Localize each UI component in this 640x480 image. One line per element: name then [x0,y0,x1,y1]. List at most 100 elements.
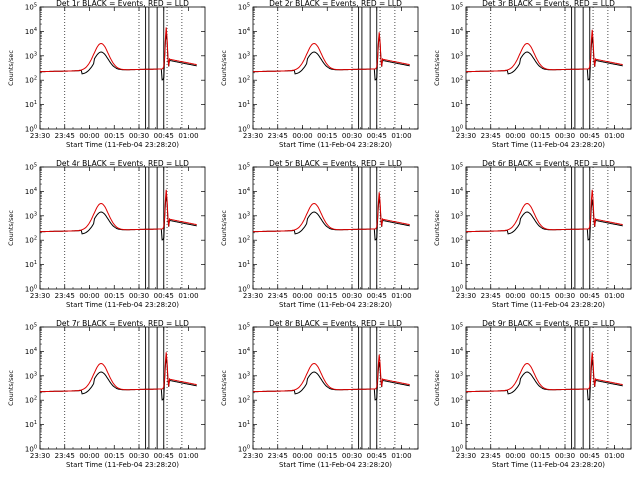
y-tick-label: 103 [451,51,463,60]
y-tick-label: 105 [238,3,250,12]
x-tick-label: 00:30 [555,132,575,140]
x-tick-label: 00:45 [580,132,600,140]
x-tick-label: 01:00 [604,452,624,460]
detector-panel: Det 6r BLACK = Events, RED = LLD 100 101 10… [426,159,639,320]
y-tick-label: 101 [25,260,37,269]
y-tick-label: 100 [238,125,250,134]
detector-chart: Det 6r BLACK = Events, RED = LLD 100 101 10… [433,159,632,309]
chart-title: Det 2r BLACK = Events, RED = LLD [269,0,402,8]
x-tick-label: 23:45 [481,132,501,140]
y-tick-label: 102 [451,76,463,85]
y-tick-label: 101 [238,260,250,269]
y-tick-label: 102 [451,396,463,405]
x-axis-label: Start Time (11-Feb-04 23:28:20) [492,301,605,309]
y-tick-label: 101 [451,420,463,429]
x-tick-label: 00:15 [104,452,124,460]
y-tick-label: 104 [238,187,250,196]
x-tick-label: 00:30 [555,292,575,300]
detector-chart: Det 9r BLACK = Events, RED = LLD 100 101 10… [433,319,632,469]
x-tick-label: 23:45 [268,452,288,460]
x-tick-label: 23:30 [30,452,50,460]
y-tick-label: 100 [238,445,250,454]
y-tick-label: 100 [451,445,463,454]
lld-series-line [465,29,623,73]
y-tick-label: 103 [451,211,463,220]
x-tick-label: 00:15 [317,292,337,300]
x-tick-label: 00:00 [505,132,525,140]
x-tick-label: 01:00 [604,292,624,300]
y-tick-label: 104 [451,347,463,356]
x-tick-label: 23:45 [481,452,501,460]
y-tick-label: 105 [451,3,463,12]
y-tick-label: 100 [451,285,463,294]
y-axis-label: Counts/sec [433,370,441,406]
x-tick-label: 00:00 [79,132,99,140]
y-tick-label: 103 [25,211,37,220]
x-tick-label: 00:45 [154,132,174,140]
x-axis-label: Start Time (11-Feb-04 23:28:20) [279,461,392,469]
y-axis-label: Counts/sec [220,50,228,86]
detector-panel: Det 7r BLACK = Events, RED = LLD 100 101 10… [0,319,213,480]
x-tick-label: 23:45 [268,292,288,300]
y-tick-label: 102 [451,236,463,245]
x-tick-label: 00:30 [129,292,149,300]
detector-chart: Det 8r BLACK = Events, RED = LLD 100 101 10… [220,319,419,469]
x-tick-label: 00:00 [292,132,312,140]
y-tick-label: 102 [25,236,37,245]
x-tick-label: 00:45 [154,452,174,460]
detector-panel: Det 4r BLACK = Events, RED = LLD 100 101 10… [0,159,213,320]
y-tick-label: 100 [451,125,463,134]
x-axis-label: Start Time (11-Feb-04 23:28:20) [66,141,179,149]
x-tick-label: 00:00 [79,292,99,300]
x-tick-label: 23:30 [243,452,263,460]
x-tick-label: 00:00 [292,452,312,460]
x-tick-label: 00:00 [292,292,312,300]
detector-panel: Det 2r BLACK = Events, RED = LLD 100 101 10… [213,0,426,160]
y-tick-label: 104 [238,347,250,356]
y-axis-label: Counts/sec [7,50,15,86]
y-tick-label: 101 [451,100,463,109]
lld-series-line [39,27,197,73]
x-axis-label: Start Time (11-Feb-04 23:28:20) [279,301,392,309]
y-tick-label: 102 [238,396,250,405]
y-axis-label: Counts/sec [7,370,15,406]
x-tick-label: 00:15 [104,292,124,300]
x-tick-label: 00:30 [342,132,362,140]
y-tick-label: 102 [238,76,250,85]
x-axis-label: Start Time (11-Feb-04 23:28:20) [66,301,179,309]
x-tick-label: 00:30 [342,452,362,460]
y-tick-label: 104 [25,347,37,356]
y-tick-label: 103 [238,371,250,380]
events-series-line [252,361,410,401]
x-tick-label: 00:30 [129,452,149,460]
chart-title: Det 4r BLACK = Events, RED = LLD [56,159,189,168]
x-tick-label: 00:00 [79,452,99,460]
y-tick-label: 103 [25,371,37,380]
x-tick-label: 23:30 [243,132,263,140]
x-tick-label: 01:00 [391,452,411,460]
y-tick-label: 105 [25,163,37,172]
y-axis-label: Counts/sec [433,210,441,246]
y-tick-label: 105 [25,323,37,332]
x-tick-label: 01:00 [604,132,624,140]
y-tick-label: 105 [451,323,463,332]
detector-chart: Det 5r BLACK = Events, RED = LLD 100 101 10… [220,159,419,309]
y-tick-label: 104 [451,187,463,196]
detector-panel: Det 1r BLACK = Events, RED = LLD 100 101 10… [0,0,213,160]
x-tick-label: 00:45 [367,452,387,460]
x-tick-label: 00:00 [505,452,525,460]
detector-chart: Det 3r BLACK = Events, RED = LLD 100 101 10… [433,0,632,149]
x-tick-label: 00:15 [530,452,550,460]
chart-title: Det 8r BLACK = Events, RED = LLD [269,319,402,328]
lld-series-line [39,352,197,393]
y-axis-label: Counts/sec [433,50,441,86]
y-axis-label: Counts/sec [220,370,228,406]
x-tick-label: 23:30 [30,132,50,140]
x-tick-label: 00:00 [505,292,525,300]
x-tick-label: 00:45 [367,292,387,300]
y-tick-label: 101 [451,260,463,269]
y-tick-label: 103 [25,51,37,60]
x-tick-label: 23:45 [268,132,288,140]
x-tick-label: 00:15 [317,132,337,140]
